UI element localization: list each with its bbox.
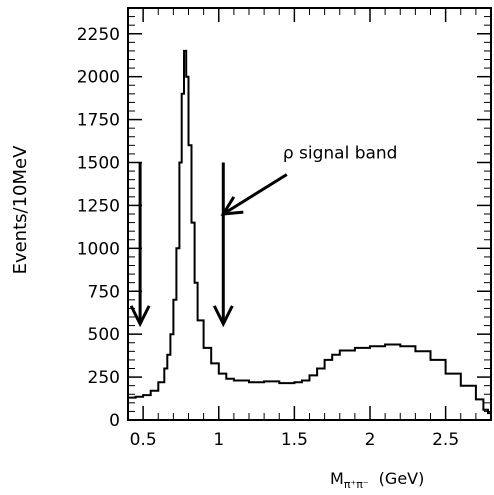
y-tick-label: 250 — [88, 368, 120, 388]
annotation-arrow-0 — [129, 162, 151, 328]
x-tick-label: 1 — [213, 430, 224, 450]
y-tick-label: 1000 — [77, 239, 120, 259]
x-tick-label: 0.5 — [130, 430, 157, 450]
x-axis-label-sub: π⁺π⁻ — [344, 478, 369, 491]
x-axis-label: Mπ⁺π⁻ (GeV) — [330, 469, 424, 491]
y-tick-label: 2000 — [77, 68, 120, 88]
annotation-arrow-1-head — [212, 305, 234, 328]
annotation-arrow-1 — [212, 162, 234, 328]
tick-labels-layer: 0 250 500 750 1000 1250 1500 1750 2000 2250 0.5 1 1.… — [77, 25, 459, 450]
plot-frame — [127, 7, 492, 421]
annotation-arrow-0-head — [129, 305, 151, 328]
x-axis-label-unit: (GeV) — [379, 469, 425, 488]
y-tick-label: 2250 — [77, 25, 120, 45]
signal-band-label: ρ signal band — [283, 144, 398, 164]
y-tick-label: 1500 — [77, 154, 120, 174]
x-tick-label: 2.5 — [432, 430, 459, 450]
y-tick-label: 500 — [88, 325, 120, 345]
y-axis-label: Events/10MeV — [10, 145, 31, 275]
signal-band-arrow-shaft — [222, 173, 288, 216]
y-tick-label: 0 — [109, 411, 120, 431]
signal-band-arrow-head — [220, 196, 244, 216]
y-tick-label: 1750 — [77, 111, 120, 131]
x-tick-label: 1.5 — [281, 430, 308, 450]
ticks-layer — [127, 7, 492, 421]
signal-band-arrow — [220, 173, 288, 216]
y-tick-label: 750 — [88, 282, 120, 302]
histogram-line — [128, 49, 491, 415]
x-axis-label-main: M — [330, 469, 344, 488]
x-tick-label: 2 — [365, 430, 376, 450]
annotations-layer: ρ signal band — [129, 144, 398, 328]
y-tick-label: 1250 — [77, 196, 120, 216]
